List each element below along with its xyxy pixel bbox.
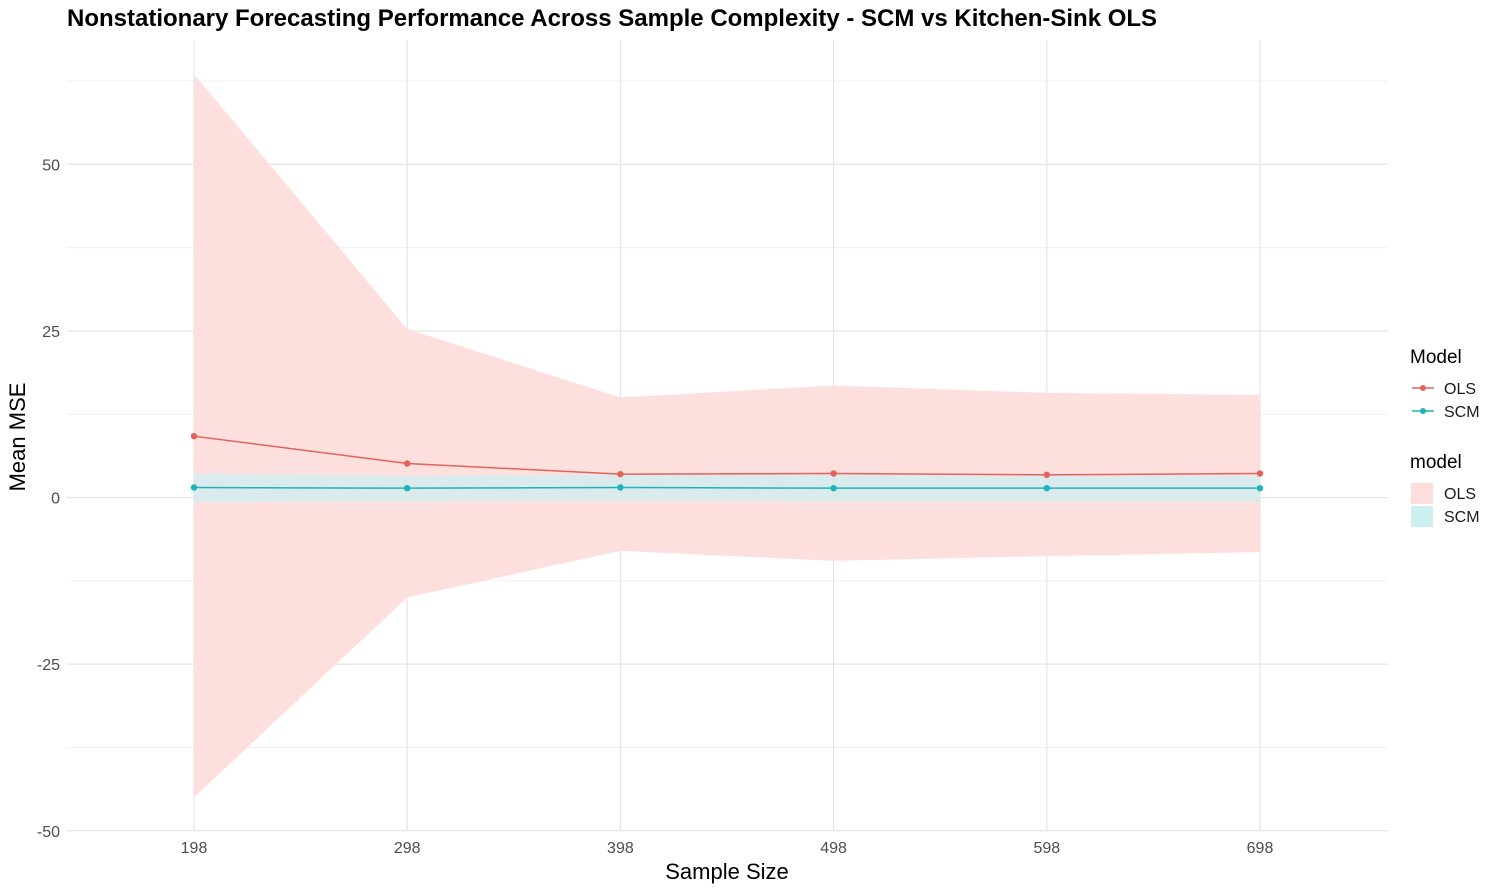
x-tick-labels: 198 298 398 498 598 698 [181,840,1274,857]
legend-label-scm: SCM [1444,404,1480,421]
point-scm [617,484,624,491]
point-scm [1043,484,1051,492]
series-lines [193,435,1261,489]
legend-point-swatch-scm [1420,408,1426,414]
legend: Model OLS SCM model OLS SCM [1410,347,1480,527]
point-ols [190,432,198,440]
legend-fill-label-ols: OLS [1444,486,1476,503]
legend-title-model-line: Model [1410,347,1462,368]
series-line-scm [193,486,1260,489]
point-ols [404,460,411,467]
point-ols [830,470,837,477]
legend-point-swatch-ols [1420,385,1426,391]
x-axis-title: Sample Size [665,859,789,884]
y-tick-label: 0 [51,491,60,508]
y-axis-title: Mean MSE [5,383,30,492]
ribbons [194,74,1260,798]
y-tick-label: -25 [37,657,60,674]
x-tick-label: 398 [607,840,634,857]
x-tick-label: 598 [1033,840,1060,857]
y-tick-labels: -50 -25 0 25 50 [37,157,60,841]
x-tick-label: 698 [1247,840,1274,857]
x-tick-label: 498 [820,840,847,857]
point-scm [404,484,411,492]
point-ols [1256,470,1264,477]
y-tick-label: 50 [42,157,60,174]
x-tick-label: 298 [394,840,421,857]
point-scm [1256,484,1264,492]
legend-fill-label-scm: SCM [1444,509,1480,526]
point-scm [830,484,837,492]
legend-fill-swatch-ols [1411,483,1433,504]
x-tick-label: 198 [181,840,208,857]
legend-label-ols: OLS [1444,381,1476,398]
y-tick-label: -50 [37,824,60,841]
legend-fill-swatch-scm [1411,506,1433,527]
point-ols [1043,471,1051,479]
point-scm [190,484,198,491]
series-points [190,432,1264,492]
point-ols [617,470,624,478]
ribbon-ols [194,74,1260,798]
chart-title: Nonstationary Forecasting Performance Ac… [67,5,1157,32]
y-tick-label: 25 [42,324,60,341]
legend-title-model-fill: model [1410,452,1462,473]
series-line-ols [193,435,1261,476]
